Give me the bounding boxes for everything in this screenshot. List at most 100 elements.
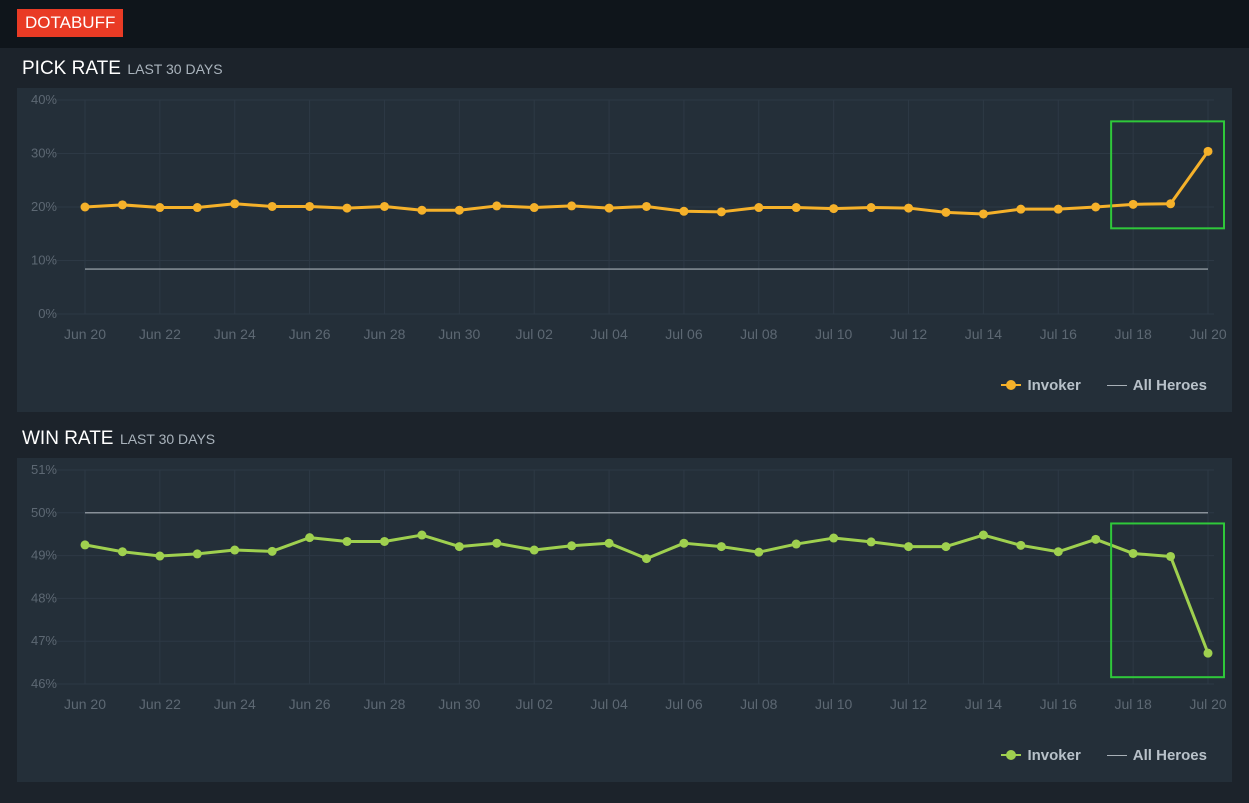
- data-point: [417, 205, 427, 215]
- legend-label-all-heroes: All Heroes: [1132, 376, 1207, 394]
- data-point: [492, 538, 502, 548]
- data-point: [305, 201, 315, 211]
- data-point: [866, 537, 876, 547]
- y-tick-label: 47%: [31, 633, 57, 648]
- all-heroes-legend-line: [1106, 384, 1127, 386]
- win-rate-chart: 46% 47% 48% 49% 50% 51% Jun 20 Jun 22 Jun 24 Jun …: [17, 458, 1232, 782]
- x-tick-label: Jun 24: [214, 326, 256, 342]
- x-tick-label: Jul 08: [740, 326, 778, 342]
- x-tick-label: Jul 14: [965, 326, 1003, 342]
- pick-rate-header: PICK RATE LAST 30 DAYS: [22, 58, 223, 84]
- x-tick-label: Jun 28: [363, 326, 405, 342]
- legend-label-all-heroes: All Heroes: [1132, 746, 1207, 764]
- legend-item-invoker[interactable]: Invoker: [1001, 746, 1081, 764]
- data-point: [379, 201, 389, 211]
- y-tick-label: 10%: [31, 253, 57, 268]
- pick-rate-legend: Invoker All Heroes: [1001, 375, 1207, 395]
- pick-rate-chart: 0% 10% 20% 30% 40% Jun 20 Jun 22 Jun 24 Jun 26 Ju…: [17, 88, 1232, 412]
- data-point: [529, 545, 539, 555]
- y-tick-label: 48%: [31, 590, 57, 605]
- data-point: [230, 199, 240, 209]
- x-tick-label: Jul 08: [740, 696, 778, 712]
- x-tick-label: Jul 18: [1114, 696, 1152, 712]
- x-tick-label: Jul 12: [890, 326, 928, 342]
- dotabuff-logo[interactable]: DOTABUFF: [17, 9, 124, 37]
- data-point: [1166, 551, 1176, 561]
- y-tick-label: 51%: [31, 462, 57, 477]
- legend-item-all-heroes[interactable]: All Heroes: [1106, 376, 1207, 394]
- x-tick-label: Jun 22: [139, 326, 181, 342]
- data-point: [1016, 204, 1026, 214]
- x-tick-label: Jul 12: [890, 696, 928, 712]
- invoker-legend-marker: [1001, 380, 1022, 390]
- data-point: [829, 533, 839, 543]
- x-tick-label: Jun 24: [214, 696, 256, 712]
- data-point: [679, 206, 689, 216]
- win-rate-title: WIN RATE: [22, 428, 114, 449]
- x-tick-label: Jun 30: [438, 696, 480, 712]
- data-point: [604, 203, 614, 213]
- x-tick-label: Jul 14: [965, 696, 1003, 712]
- data-point: [791, 203, 801, 213]
- data-point: [80, 202, 90, 212]
- data-point: [642, 554, 651, 564]
- data-point: [754, 203, 764, 213]
- x-tick-label: Jul 16: [1040, 326, 1078, 342]
- data-point: [342, 203, 352, 213]
- data-point: [1016, 540, 1026, 550]
- x-tick-label: Jul 04: [590, 696, 628, 712]
- x-tick-label: Jul 04: [590, 326, 628, 342]
- data-point: [679, 538, 689, 548]
- data-point: [1128, 548, 1138, 558]
- data-point: [754, 547, 764, 557]
- data-point: [904, 203, 914, 213]
- data-point: [904, 542, 914, 552]
- data-point: [567, 201, 577, 211]
- x-tick-label: Jun 20: [64, 326, 106, 342]
- data-point: [192, 203, 202, 213]
- y-tick-label: 46%: [31, 676, 57, 691]
- x-tick-label: Jul 02: [516, 696, 554, 712]
- x-tick-label: Jun 30: [438, 326, 480, 342]
- data-point: [1091, 534, 1101, 544]
- data-point: [642, 201, 651, 211]
- x-tick-label: Jul 06: [665, 696, 703, 712]
- pick-rate-chart-svg: 0% 10% 20% 30% 40% Jun 20 Jun 22 Jun 24 Jun 26 Ju…: [31, 92, 1227, 342]
- data-point: [978, 530, 988, 540]
- x-tick-label: Jul 02: [516, 326, 554, 342]
- x-tick-label: Jun 26: [289, 696, 331, 712]
- data-point: [155, 551, 165, 561]
- invoker-legend-dot: [1006, 750, 1017, 760]
- data-point: [230, 545, 240, 555]
- y-tick-label: 0%: [38, 306, 57, 321]
- y-tick-label: 40%: [31, 92, 57, 107]
- data-point: [454, 542, 464, 552]
- data-point: [941, 542, 951, 552]
- data-point: [529, 203, 539, 213]
- x-tick-label: Jun 20: [64, 696, 106, 712]
- data-point: [941, 207, 951, 217]
- x-tick-label: Jul 20: [1189, 696, 1227, 712]
- win-rate-subtitle: LAST 30 DAYS: [119, 431, 216, 447]
- x-tick-label: Jul 06: [665, 326, 703, 342]
- win-rate-chart-svg: 46% 47% 48% 49% 50% 51% Jun 20 Jun 22 Jun 24 Jun …: [31, 462, 1227, 712]
- highlight-box: [1110, 522, 1225, 679]
- data-point: [192, 549, 202, 559]
- legend-item-invoker[interactable]: Invoker: [1001, 377, 1081, 394]
- data-point: [791, 539, 801, 549]
- x-tick-label: Jun 26: [289, 326, 331, 342]
- data-point: [866, 203, 876, 213]
- highlight-box: [1110, 120, 1225, 230]
- x-tick-label: Jul 18: [1114, 326, 1152, 342]
- data-point: [117, 200, 127, 210]
- data-point: [1203, 146, 1213, 156]
- y-tick-label: 49%: [31, 548, 57, 563]
- data-point: [454, 205, 464, 215]
- data-point: [716, 542, 726, 552]
- y-tick-label: 20%: [31, 199, 57, 214]
- data-point: [417, 530, 427, 540]
- legend-item-all-heroes[interactable]: All Heroes: [1106, 746, 1207, 764]
- data-point: [1166, 199, 1176, 209]
- top-bar: DOTABUFF: [0, 0, 1249, 48]
- legend-label-invoker: Invoker: [1027, 746, 1081, 764]
